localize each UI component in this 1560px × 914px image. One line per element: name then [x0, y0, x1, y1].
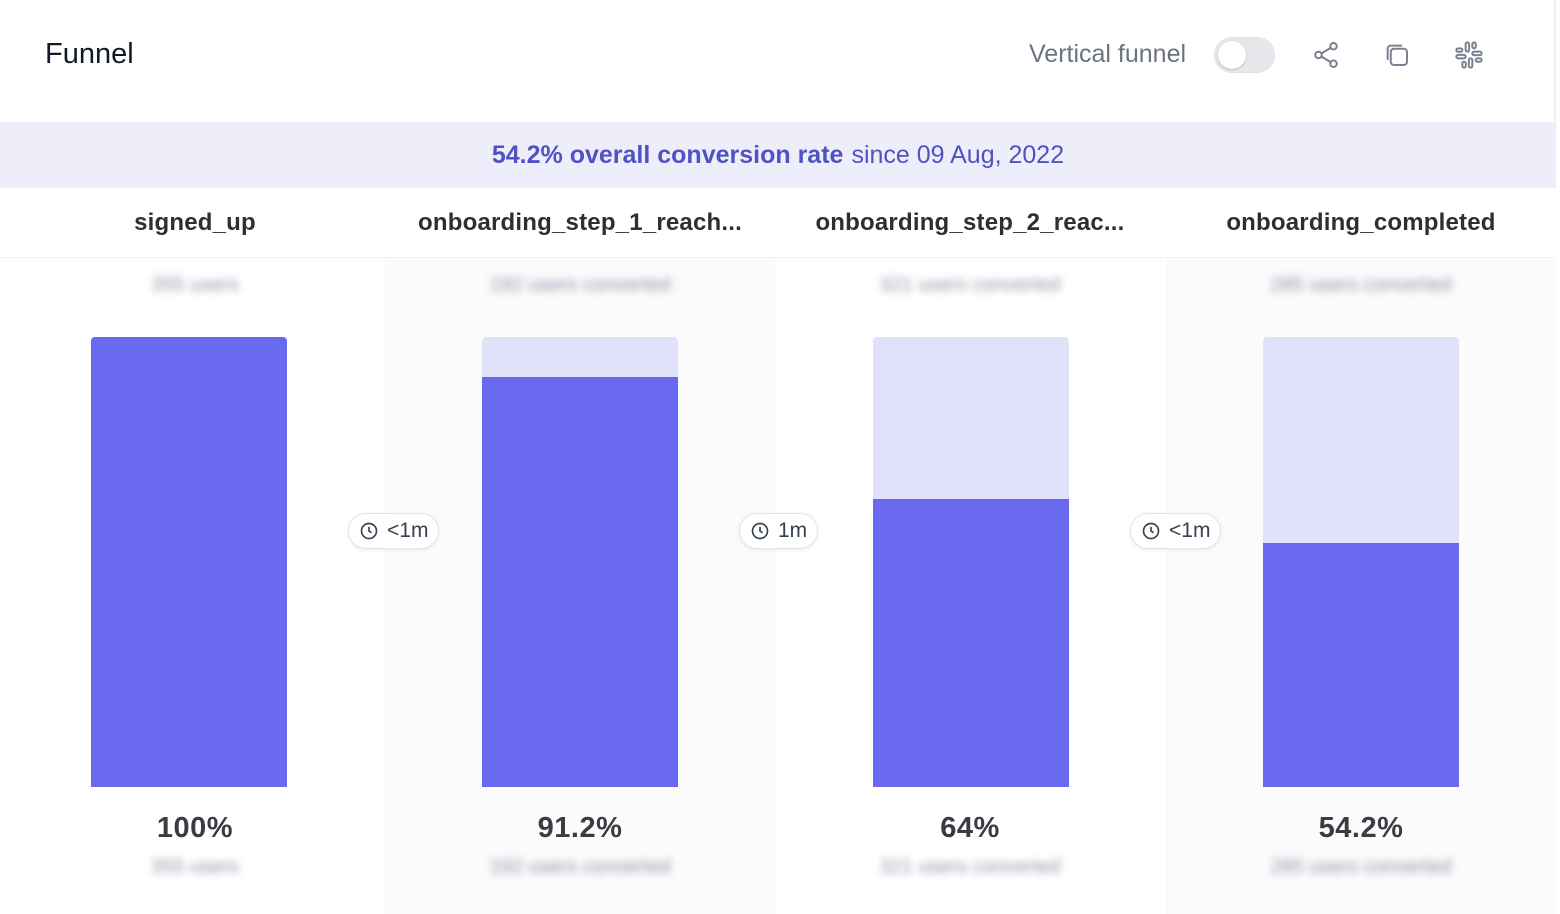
- funnel-step-onboarding-step-2: onboarding_step_2_reac... 321 users conv…: [775, 188, 1165, 914]
- step-bar-fill: [873, 499, 1069, 787]
- overall-conversion-rate: 54.2% overall conversion rate: [491, 140, 844, 169]
- step-users-count: 285 users converted: [1270, 274, 1452, 296]
- vertical-funnel-label: Vertical funnel: [1029, 40, 1187, 68]
- step-percent: 54.2%: [1318, 812, 1404, 844]
- step-bar-fill: [1263, 543, 1459, 787]
- time-to-convert-value: <1m: [387, 519, 429, 542]
- toggle-knob: [1218, 41, 1246, 69]
- step-bar-track[interactable]: [482, 337, 678, 787]
- share-icon: [1311, 40, 1341, 70]
- page-title: Funnel: [45, 38, 134, 70]
- step-bar-track[interactable]: [873, 337, 1069, 787]
- slack-button[interactable]: [1452, 38, 1486, 72]
- step-label: signed_up: [0, 188, 390, 258]
- time-to-convert-value: 1m: [778, 519, 808, 542]
- step-users-summary: 192 users converted: [489, 856, 671, 878]
- step-label: onboarding_completed: [1166, 188, 1556, 258]
- time-to-convert-pill[interactable]: 1m: [739, 513, 819, 549]
- step-users-count: 192 users converted: [489, 274, 671, 296]
- step-bar-track[interactable]: [91, 337, 287, 787]
- step-users-summary: 355 users: [151, 856, 239, 878]
- step-label: onboarding_step_2_reac...: [775, 188, 1165, 258]
- time-to-convert-value: <1m: [1169, 519, 1211, 542]
- time-to-convert-pill[interactable]: <1m: [348, 513, 440, 549]
- step-users-count: 355 users: [151, 274, 239, 296]
- step-bar-fill: [91, 337, 287, 787]
- funnel-step-onboarding-completed: onboarding_completed 285 users converted…: [1166, 188, 1556, 914]
- conversion-banner: 54.2% overall conversion rate since 09 A…: [0, 122, 1556, 188]
- slack-icon: [1453, 39, 1485, 71]
- step-label: onboarding_step_1_reach...: [385, 188, 775, 258]
- step-bar-track[interactable]: [1263, 337, 1459, 787]
- step-users-count: 321 users converted: [879, 274, 1061, 296]
- step-percent: 91.2%: [537, 812, 623, 844]
- clock-icon: [1141, 521, 1161, 541]
- copy-button[interactable]: [1380, 38, 1414, 72]
- step-percent: 64%: [940, 812, 1000, 844]
- funnel-step-onboarding-step-1: onboarding_step_1_reach... 192 users con…: [385, 188, 775, 914]
- step-users-summary: 321 users converted: [879, 856, 1061, 878]
- step-percent: 100%: [156, 812, 234, 844]
- step-users-summary: 285 users converted: [1270, 856, 1452, 878]
- time-to-convert-pill[interactable]: <1m: [1130, 513, 1222, 549]
- copy-icon: [1382, 40, 1412, 70]
- clock-icon: [359, 521, 379, 541]
- share-button[interactable]: [1309, 38, 1343, 72]
- funnel-step-signed-up: signed_up 355 users 100% 355 users: [0, 188, 390, 914]
- conversion-since-date: since 09 Aug, 2022: [851, 140, 1065, 169]
- vertical-funnel-toggle[interactable]: [1214, 37, 1275, 73]
- step-bar-fill: [482, 376, 678, 787]
- clock-icon: [750, 521, 770, 541]
- funnel-header: Funnel Vertical funnel: [0, 0, 1556, 122]
